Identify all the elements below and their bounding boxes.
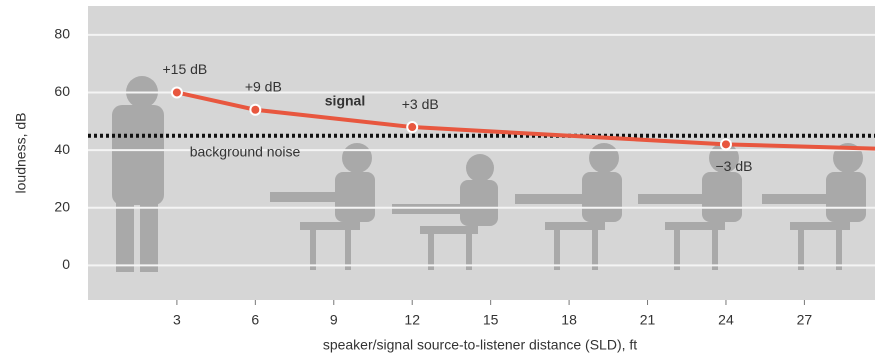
y-axis-label: loudness, dB [13, 113, 29, 194]
x-tick-label: 18 [561, 312, 577, 328]
x-axis-label: speaker/signal source-to-listener distan… [323, 337, 637, 353]
noise-label: background noise [190, 143, 301, 159]
x-tick-label: 24 [718, 312, 734, 328]
signal-point [249, 103, 262, 116]
x-tick-label: 12 [404, 312, 420, 328]
x-tick-label: 3 [173, 312, 181, 328]
signal-point [170, 86, 183, 99]
classroom-silhouettes [112, 76, 866, 272]
plot-background [88, 6, 875, 300]
y-tick-label: 0 [62, 256, 70, 272]
x-tick-label: 21 [640, 312, 656, 328]
x-tick-label: 6 [251, 312, 259, 328]
x-tick-label: 27 [797, 312, 813, 328]
signal-point [406, 121, 419, 134]
value-label: −3 dB [715, 158, 752, 174]
value-label: +3 dB [402, 96, 439, 112]
series-label: signal [325, 93, 365, 109]
x-tick-label: 9 [330, 312, 338, 328]
y-tick-label: 80 [54, 26, 70, 42]
value-label: +15 dB [163, 61, 208, 77]
value-label: +9 dB [245, 78, 282, 94]
y-tick-label: 20 [54, 198, 70, 214]
y-tick-label: 60 [54, 83, 70, 99]
signal-point [719, 138, 732, 151]
x-tick-label: 15 [483, 312, 499, 328]
y-tick-label: 40 [54, 141, 70, 157]
